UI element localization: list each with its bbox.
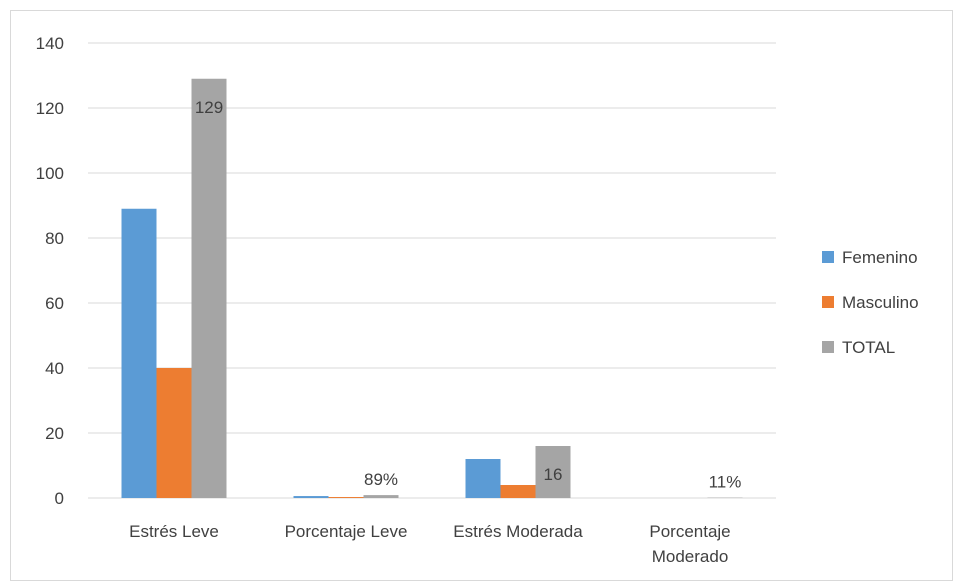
bar <box>363 495 399 498</box>
bar <box>535 446 571 498</box>
x-category-label: Estrés Moderada <box>453 522 583 541</box>
y-tick-label: 100 <box>36 164 64 183</box>
y-tick-label: 80 <box>45 229 64 248</box>
data-label: 129 <box>195 98 223 117</box>
bar <box>500 485 536 498</box>
bar <box>293 496 329 498</box>
data-label: 11% <box>709 473 742 492</box>
legend-swatch <box>822 296 834 308</box>
legend-label: TOTAL <box>842 338 895 357</box>
y-tick-label: 120 <box>36 99 64 118</box>
bar <box>121 208 157 498</box>
legend-label: Masculino <box>842 293 919 312</box>
bar <box>156 368 192 498</box>
y-tick-label: 40 <box>45 359 64 378</box>
data-label: 89% <box>364 470 398 489</box>
legend-swatch <box>822 341 834 353</box>
y-tick-label: 140 <box>36 34 64 53</box>
legend-label: Femenino <box>842 248 918 267</box>
bar <box>328 497 364 498</box>
y-tick-label: 0 <box>55 489 64 508</box>
x-category-label: Porcentaje <box>649 522 730 541</box>
y-tick-label: 20 <box>45 424 64 443</box>
data-label: 16 <box>544 465 563 484</box>
x-category-label: Porcentaje Leve <box>285 522 408 541</box>
bar <box>191 78 227 498</box>
legend-swatch <box>822 251 834 263</box>
y-tick-label: 60 <box>45 294 64 313</box>
x-category-label: Estrés Leve <box>129 522 219 541</box>
x-category-label: Moderado <box>652 547 729 566</box>
bar <box>465 459 501 498</box>
